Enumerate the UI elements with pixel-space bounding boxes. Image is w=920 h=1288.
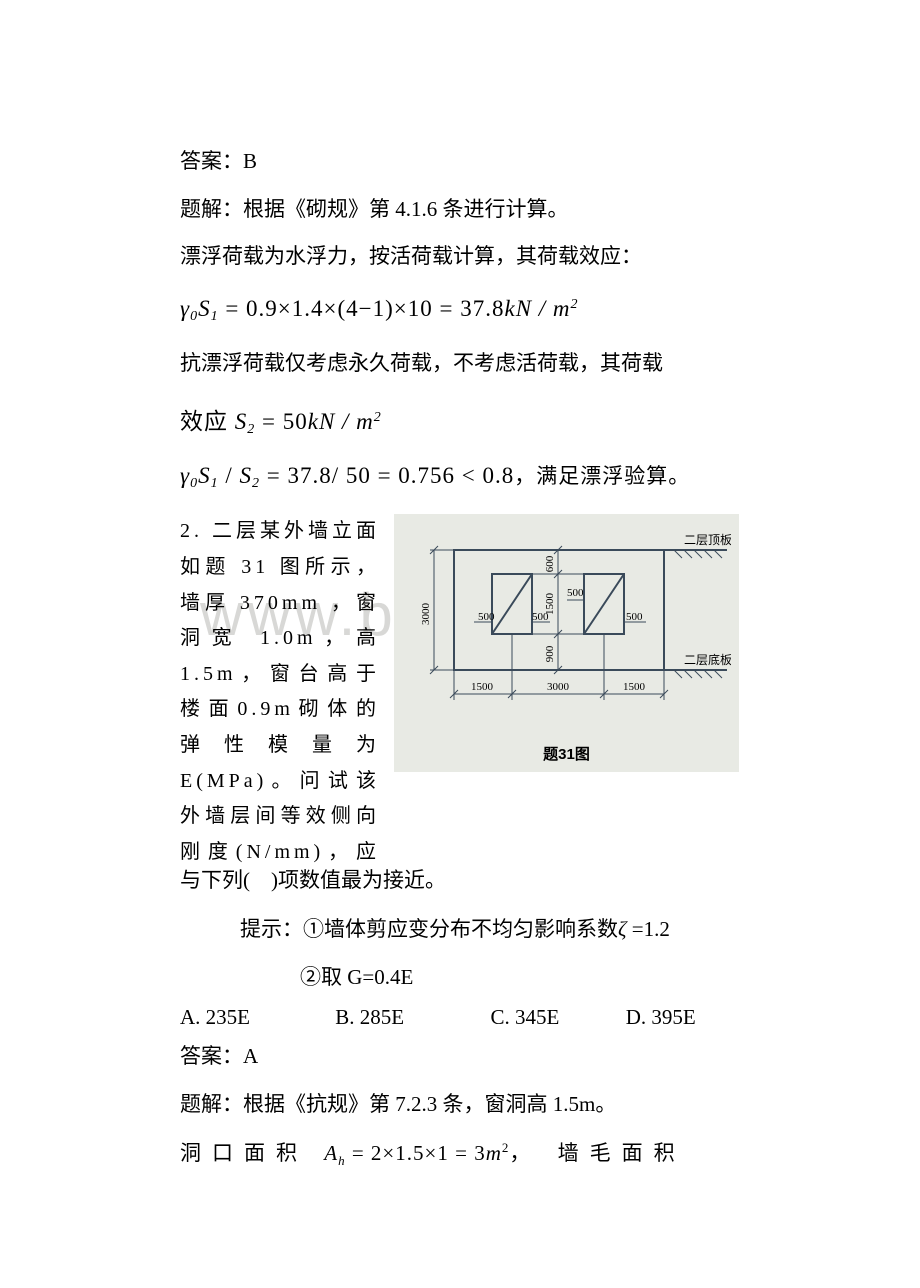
dim-b-1500: 1500 [471, 681, 494, 693]
dim-600: 600 [544, 556, 556, 573]
sup-2: 2 [571, 297, 579, 312]
footer-text-b: ， 墙毛面积 [509, 1141, 685, 1165]
anti-float-desc: 抗漂浮荷载仅考虑永久荷载，不考虑活荷载，其荷载 [180, 347, 740, 381]
q2-num: 2. [180, 520, 203, 542]
bot-slab-label: 二层底板 [684, 652, 731, 667]
option-c: C. 345E [491, 1005, 621, 1030]
zeta: ζ [618, 917, 627, 941]
question-2-text: 2. 二层某外墙立面如题 31 图所示，墙厚 370mm ，窗洞宽 1.0m，高… [180, 514, 380, 870]
sub-0: 0 [190, 309, 198, 324]
dim-3000: 3000 [420, 603, 432, 626]
answer-b: 答案：B [180, 145, 740, 179]
sub0-3: 0 [190, 476, 198, 491]
footer-formula: 洞口面积 Ah = 2×1.5×1 = 3m2， 墙毛面积 [180, 1137, 740, 1169]
gamma3: γ [180, 463, 190, 488]
option-a: A. 235E [180, 1005, 330, 1030]
diagram-wrap: 二层顶板 二层底板 3000 [394, 514, 739, 772]
dim-500-b: 500 [532, 611, 549, 623]
float-load-desc: 漂浮荷载为水浮力，按活荷载计算，其荷载效应： [180, 240, 740, 274]
formula-3: γ0S1 / S2 = 37.8/ 50 = 0.756 < 0.8，满足漂浮验… [180, 460, 740, 492]
hint-1: 提示：①墙体剪应变分布不均匀影响系数ζ =1.2 [240, 912, 740, 948]
diagram-caption: 题31图 [402, 743, 731, 764]
slash: / [219, 463, 240, 488]
s2: S [235, 409, 248, 434]
sub-1: 1 [211, 309, 219, 324]
dim-b-3000: 3000 [547, 681, 570, 693]
q2-tail: 与下列( )项数值最为接近。 [180, 864, 740, 898]
diagram-svg: 二层顶板 二层底板 3000 [402, 522, 731, 732]
explanation-2: 题解：根据《抗规》第 7.2.3 条，窗洞高 1.5m。 [180, 1088, 740, 1122]
sup-22: 2 [374, 410, 382, 425]
dim-500-a: 500 [478, 611, 495, 623]
options-row: A. 235E B. 285E C. 345E D. 395E [180, 1005, 740, 1030]
formula-1: γ0S1 = 0.9×1.4×(4−1)×10 = 37.8kN / m2 [180, 296, 740, 325]
formula3-body: = 37.8/ 50 = 0.756 < 0.8 [260, 463, 514, 488]
top-slab-label: 二层顶板 [684, 533, 731, 547]
footer-eq: = 2×1.5×1 = 3 [346, 1141, 486, 1165]
formula2-prefix: 效应 [180, 409, 235, 434]
answer-a: 答案：A [180, 1040, 740, 1074]
hint1-tail: =1.2 [627, 917, 670, 941]
footer-m: m [486, 1141, 502, 1165]
dim-500-d: 500 [626, 611, 643, 623]
gamma: γ [180, 296, 190, 321]
q2-body: 二层某外墙立面如题 31 图所示，墙厚 370mm ，窗洞宽 1.0m，高 1.… [180, 520, 380, 862]
formula2-body: = 50 [255, 409, 307, 434]
option-d: D. 395E [626, 1005, 696, 1030]
hint1-prefix: 提示：①墙体剪应变分布不均匀影响系数 [240, 917, 618, 941]
sub1-3: 1 [211, 476, 219, 491]
unit-kn2: kN / m [308, 409, 374, 434]
footer-A: A [324, 1141, 338, 1165]
formula3-tail: ，满足漂浮验算。 [514, 464, 690, 488]
s1-3: S [198, 463, 211, 488]
explanation-intro: 题解：根据《砌规》第 4.1.6 条进行计算。 [180, 193, 740, 227]
formula1-body: = 0.9×1.4×(4−1)×10 = 37.8 [219, 296, 505, 321]
s1: S [198, 296, 211, 321]
dim-900: 900 [544, 646, 556, 663]
question-2-block: 2. 二层某外墙立面如题 31 图所示，墙厚 370mm ，窗洞宽 1.0m，高… [180, 514, 740, 870]
s2-3: S [239, 463, 252, 488]
formula-2: 效应 S2 = 50kN / m2 [180, 402, 740, 438]
sub2-3: 2 [252, 476, 260, 491]
option-b: B. 285E [335, 1005, 485, 1030]
dim-b-1500-r: 1500 [623, 681, 646, 693]
unit-kn: kN / m [504, 296, 570, 321]
footer-text-a: 洞口面积 [180, 1141, 324, 1165]
dim-500-c: 500 [567, 587, 584, 599]
hint-2: ②取 G=0.4E [300, 960, 740, 996]
footer-sub: h [338, 1154, 346, 1169]
